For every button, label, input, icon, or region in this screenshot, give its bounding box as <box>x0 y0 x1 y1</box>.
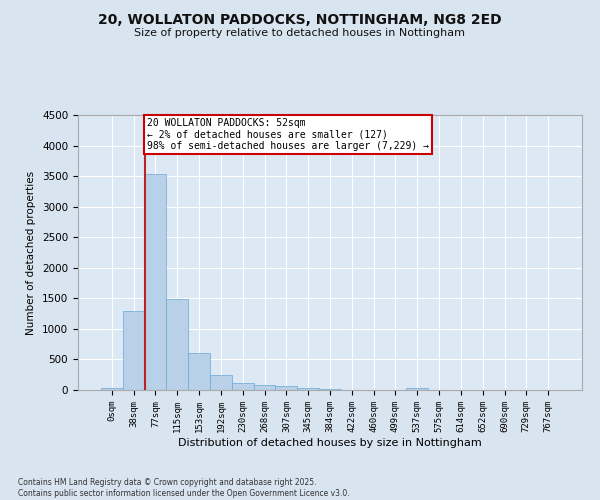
Bar <box>297 388 319 390</box>
Bar <box>406 388 428 390</box>
Bar <box>188 354 210 390</box>
Bar <box>123 311 145 390</box>
Bar <box>145 174 166 390</box>
Text: Size of property relative to detached houses in Nottingham: Size of property relative to detached ho… <box>134 28 466 38</box>
Y-axis label: Number of detached properties: Number of detached properties <box>26 170 37 334</box>
X-axis label: Distribution of detached houses by size in Nottingham: Distribution of detached houses by size … <box>178 438 482 448</box>
Text: 20, WOLLATON PADDOCKS, NOTTINGHAM, NG8 2ED: 20, WOLLATON PADDOCKS, NOTTINGHAM, NG8 2… <box>98 12 502 26</box>
Bar <box>254 384 275 390</box>
Text: 20 WOLLATON PADDOCKS: 52sqm
← 2% of detached houses are smaller (127)
98% of sem: 20 WOLLATON PADDOCKS: 52sqm ← 2% of deta… <box>147 118 429 152</box>
Text: Contains HM Land Registry data © Crown copyright and database right 2025.
Contai: Contains HM Land Registry data © Crown c… <box>18 478 350 498</box>
Bar <box>232 382 254 390</box>
Bar <box>166 299 188 390</box>
Bar <box>101 388 123 390</box>
Bar <box>275 386 297 390</box>
Bar <box>210 374 232 390</box>
